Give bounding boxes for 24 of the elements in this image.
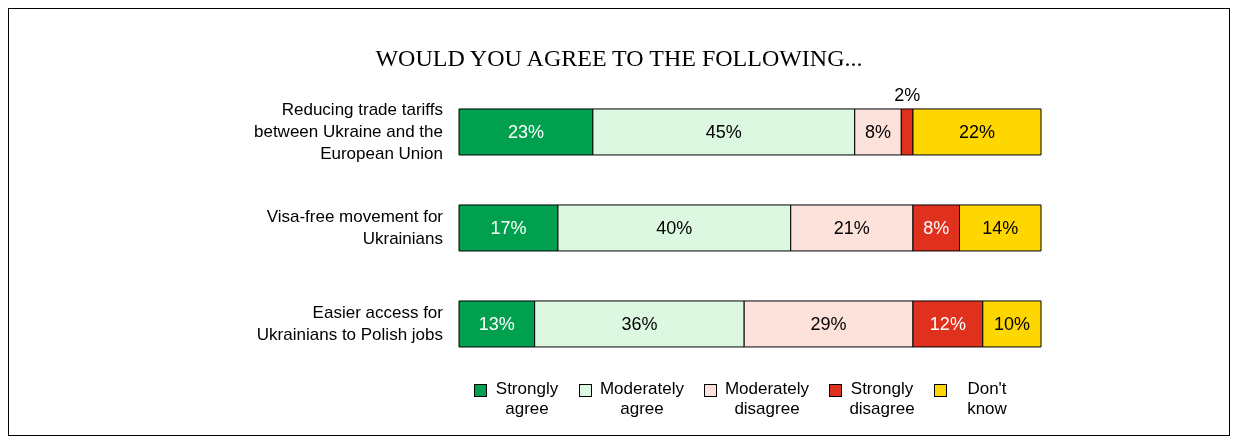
data-label: 17%: [490, 217, 527, 238]
y-tick-label: Reducing trade tariffs between Ukraine and the European Union: [252, 99, 443, 165]
data-label: 22%: [958, 121, 995, 142]
data-label: 12%: [929, 313, 966, 334]
data-label: 40%: [656, 217, 693, 238]
legend-label: Moderately agree: [598, 379, 686, 419]
legend-label: Don't know: [966, 379, 1008, 419]
data-label: 14%: [982, 217, 1019, 238]
data-label: 45%: [705, 121, 742, 142]
data-label: 23%: [507, 121, 544, 142]
data-label: 13%: [478, 313, 515, 334]
legend-label: Moderately disagree: [723, 379, 811, 419]
data-label: 36%: [621, 313, 658, 334]
data-label: 21%: [833, 217, 870, 238]
data-label: 8%: [923, 217, 950, 238]
data-label: 10%: [993, 313, 1030, 334]
data-label: 8%: [865, 121, 892, 142]
y-tick-label: Visa-free movement for Ukrainians: [265, 206, 443, 250]
chart-title: WOULD YOU AGREE TO THE FOLLOWING...: [374, 45, 864, 72]
data-label: 2%: [894, 84, 921, 105]
y-tick-label: Easier access for Ukrainians to Polish jobs: [255, 302, 443, 346]
legend-label: Strongly agree: [494, 379, 560, 419]
data-label: 29%: [810, 313, 847, 334]
legend-label: Strongly disagree: [848, 379, 916, 419]
